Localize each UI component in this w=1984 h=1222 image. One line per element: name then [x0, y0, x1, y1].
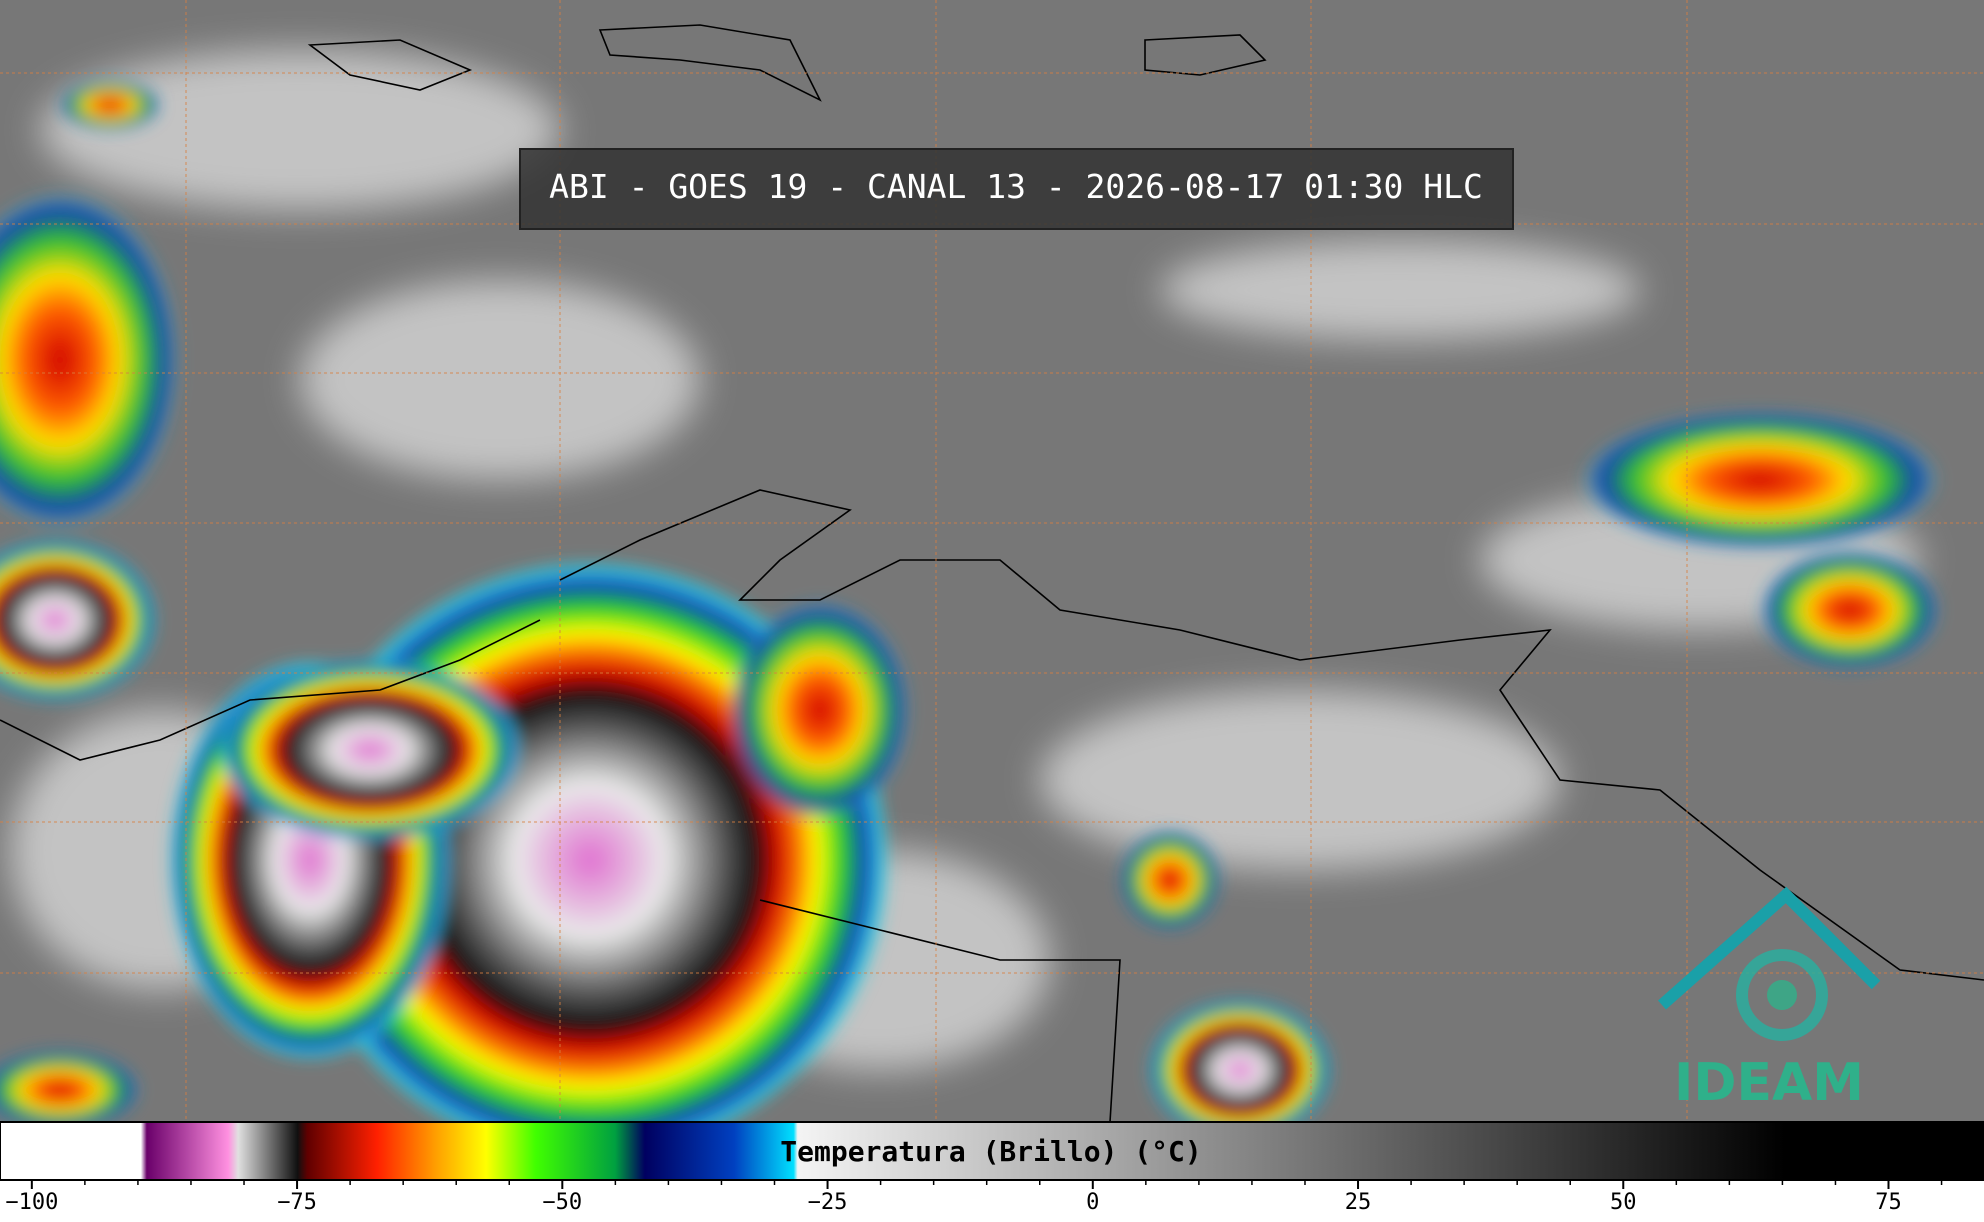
colorbar — [0, 1121, 1984, 1181]
tick-label: 0 — [1086, 1190, 1099, 1215]
tick-label: 50 — [1610, 1190, 1637, 1215]
tick-label: 25 — [1345, 1190, 1372, 1215]
tick-label: −75 — [277, 1190, 317, 1215]
coastlines — [0, 24, 1984, 1123]
title: ABI - GOES 19 - CANAL 13 - 2026-08-17 01… — [549, 167, 1483, 206]
tick-label: 75 — [1875, 1190, 1902, 1215]
convection — [0, 80, 1940, 1160]
logo-text: IDEAM — [1674, 1053, 1864, 1113]
colorbar-label: Temperatura (Brillo) (°C) — [780, 1135, 1201, 1168]
tick-label: −25 — [808, 1190, 848, 1215]
tick-label: −50 — [542, 1190, 582, 1215]
logo: IDEAM — [1658, 886, 1881, 1113]
tick-label: −100 — [5, 1190, 58, 1215]
title-box — [519, 148, 1514, 230]
